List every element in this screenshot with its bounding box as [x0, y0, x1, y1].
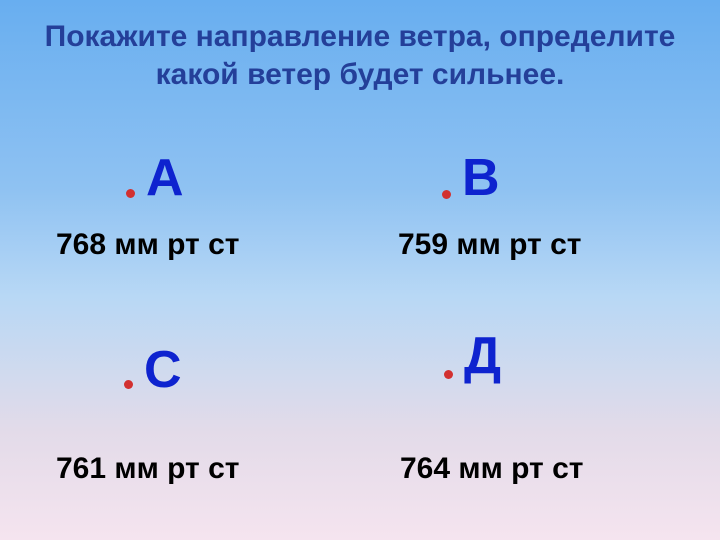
value-a: 768 мм рт ст [56, 228, 239, 262]
letter-a: А [146, 148, 184, 208]
value-b: 759 мм рт ст [398, 228, 581, 262]
dot-b [442, 190, 451, 199]
dot-c [124, 380, 133, 389]
slide-title: Покажите направление ветра, определите к… [0, 18, 720, 93]
value-c: 761 мм рт ст [56, 452, 239, 486]
slide: Покажите направление ветра, определите к… [0, 0, 720, 540]
letter-c: С [144, 340, 182, 400]
value-d: 764 мм рт ст [400, 452, 583, 486]
title-line-2: какой ветер будет сильнее. [156, 58, 565, 91]
dot-d [444, 370, 453, 379]
dot-a [126, 189, 135, 198]
title-line-1: Покажите направление ветра, определите [45, 20, 676, 53]
letter-b: В [462, 148, 500, 208]
letter-d: Д [464, 326, 501, 386]
